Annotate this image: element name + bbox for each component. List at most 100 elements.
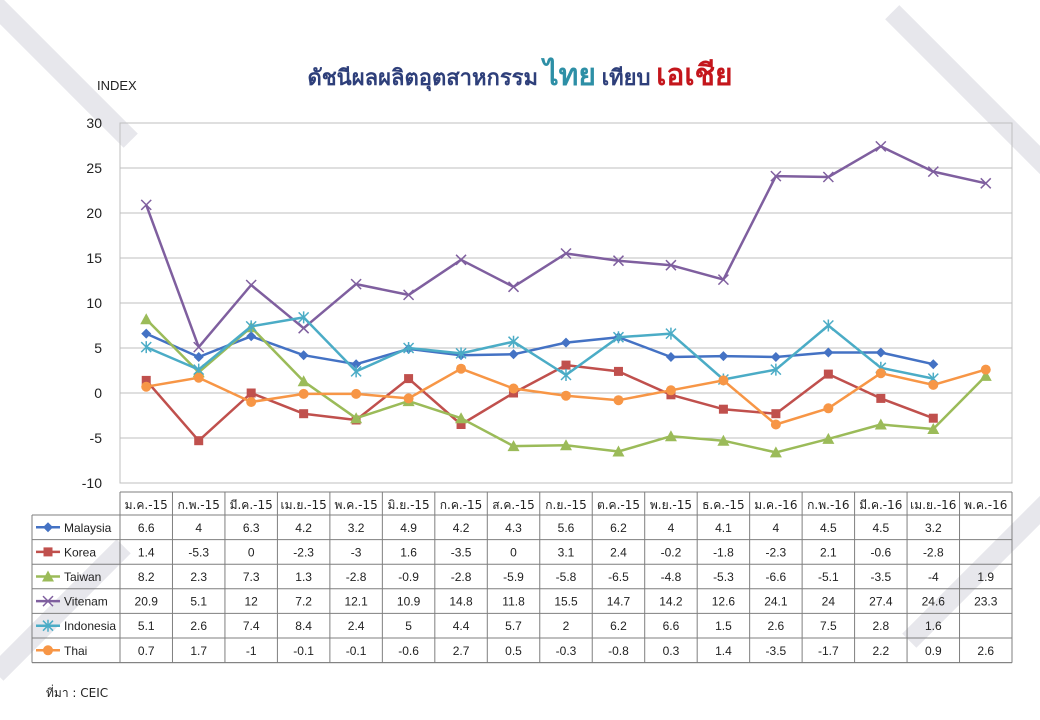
title-part-3: เทียบ — [601, 66, 651, 91]
table-cell: -0.8 — [608, 644, 629, 658]
legend-label: Korea — [64, 545, 96, 559]
table-cell: 2.6 — [768, 619, 785, 633]
data-point — [507, 281, 520, 293]
table-cell: -4.8 — [661, 570, 682, 584]
table-cell: 4.9 — [400, 521, 417, 535]
data-point — [822, 432, 835, 444]
data-point — [141, 328, 152, 339]
data-point — [718, 375, 729, 386]
table-cell: 2.7 — [453, 644, 470, 658]
x-tick-label: มี.ค.-16 — [859, 498, 902, 512]
table-cell: 23.3 — [974, 595, 998, 609]
table-cell: -0.6 — [398, 644, 419, 658]
data-point — [560, 247, 572, 260]
table-cell: 7.3 — [243, 570, 260, 584]
table-cell: -6.6 — [766, 570, 787, 584]
table-cell: 1.9 — [977, 570, 994, 584]
series-malaysia — [141, 328, 939, 370]
table-cell: 2.4 — [348, 619, 365, 633]
data-point — [508, 349, 519, 360]
data-point — [928, 379, 939, 390]
data-point — [246, 388, 256, 398]
data-point — [928, 413, 938, 423]
data-point — [822, 319, 834, 332]
legend-label: Vitenam — [64, 595, 108, 609]
table-cell: 4.5 — [872, 521, 889, 535]
table-cell: -3.5 — [451, 545, 472, 559]
data-point — [456, 420, 466, 429]
table-cell: 2.1 — [820, 545, 837, 559]
data-point — [874, 418, 887, 430]
data-point — [875, 368, 886, 379]
data-point — [141, 375, 151, 385]
data-point — [771, 409, 781, 419]
table-cell: -1.8 — [713, 545, 734, 559]
data-point — [612, 331, 625, 344]
table-cell: 7.4 — [243, 619, 260, 633]
data-point — [141, 381, 152, 392]
x-tick-label: พ.ค.-16 — [964, 498, 1007, 512]
table-cell: -0.9 — [398, 570, 419, 584]
table-cell: 2.8 — [872, 619, 889, 633]
data-point — [665, 352, 676, 362]
data-point — [612, 445, 625, 457]
data-point — [298, 322, 310, 334]
table-cell: 0.5 — [505, 644, 522, 658]
x-tick-label: ส.ค.-15 — [492, 498, 535, 512]
table-cell: 4.3 — [505, 521, 522, 535]
x-tick-label: ก.ย.-15 — [545, 498, 587, 512]
data-point — [404, 374, 414, 384]
table-cell: 1.6 — [925, 619, 942, 633]
data-point — [298, 388, 309, 399]
table-cell: 24 — [822, 595, 836, 609]
x-tick-label: ต.ค.-15 — [597, 498, 640, 512]
data-point — [561, 337, 571, 348]
data-point — [665, 259, 677, 271]
data-point — [876, 393, 886, 403]
table-cell: 5.1 — [190, 595, 207, 609]
table-cell: 2.6 — [977, 644, 994, 658]
data-point — [246, 331, 257, 342]
data-point — [823, 347, 834, 358]
table-cell: 5.7 — [505, 619, 522, 633]
table-cell: 0.3 — [663, 644, 680, 658]
table-cell: 1.4 — [138, 545, 155, 559]
table-cell: 1.4 — [715, 644, 732, 658]
table-cell: 12.1 — [344, 595, 368, 609]
series-line — [145, 145, 987, 349]
y-tick-label: -10 — [82, 475, 102, 491]
series-thai — [141, 363, 991, 430]
series-line — [145, 332, 934, 366]
table-cell: 24.1 — [764, 595, 788, 609]
table-cell: 15.5 — [554, 595, 578, 609]
data-point — [928, 359, 939, 370]
data-point — [350, 365, 362, 378]
source-note: ที่มา : CEIC — [46, 686, 109, 700]
y-tick-label: 30 — [86, 115, 102, 131]
data-point — [927, 423, 940, 434]
table-cell: 10.9 — [397, 595, 421, 609]
data-point — [770, 419, 781, 430]
data-point — [561, 390, 571, 401]
legend-label: Indonesia — [64, 619, 116, 633]
x-tick-label: ก.พ.-15 — [178, 498, 220, 512]
x-tick-label: ก.ค.-15 — [440, 498, 483, 512]
data-point — [43, 522, 53, 533]
x-tick-label: ม.ค.-16 — [754, 498, 797, 512]
data-point — [980, 364, 991, 375]
table-cell: 4.4 — [453, 619, 470, 633]
table-cell: 14.2 — [659, 595, 683, 609]
data-point — [823, 403, 834, 414]
data-point — [508, 383, 519, 394]
table-cell: 4.5 — [820, 521, 837, 535]
legend-key — [36, 522, 60, 533]
table-cell: 2 — [563, 619, 570, 633]
title-part-1: ดัชนีผลผลิตอุตสาหกรรม — [307, 66, 538, 91]
data-point — [718, 404, 728, 414]
data-point — [297, 375, 310, 387]
table-cell: 1.5 — [715, 619, 732, 633]
x-tick-label: พ.ค.-15 — [335, 498, 378, 512]
table-cell: 5 — [405, 619, 412, 633]
y-tick-label: -5 — [90, 430, 103, 446]
table-cell: -3 — [351, 545, 362, 559]
